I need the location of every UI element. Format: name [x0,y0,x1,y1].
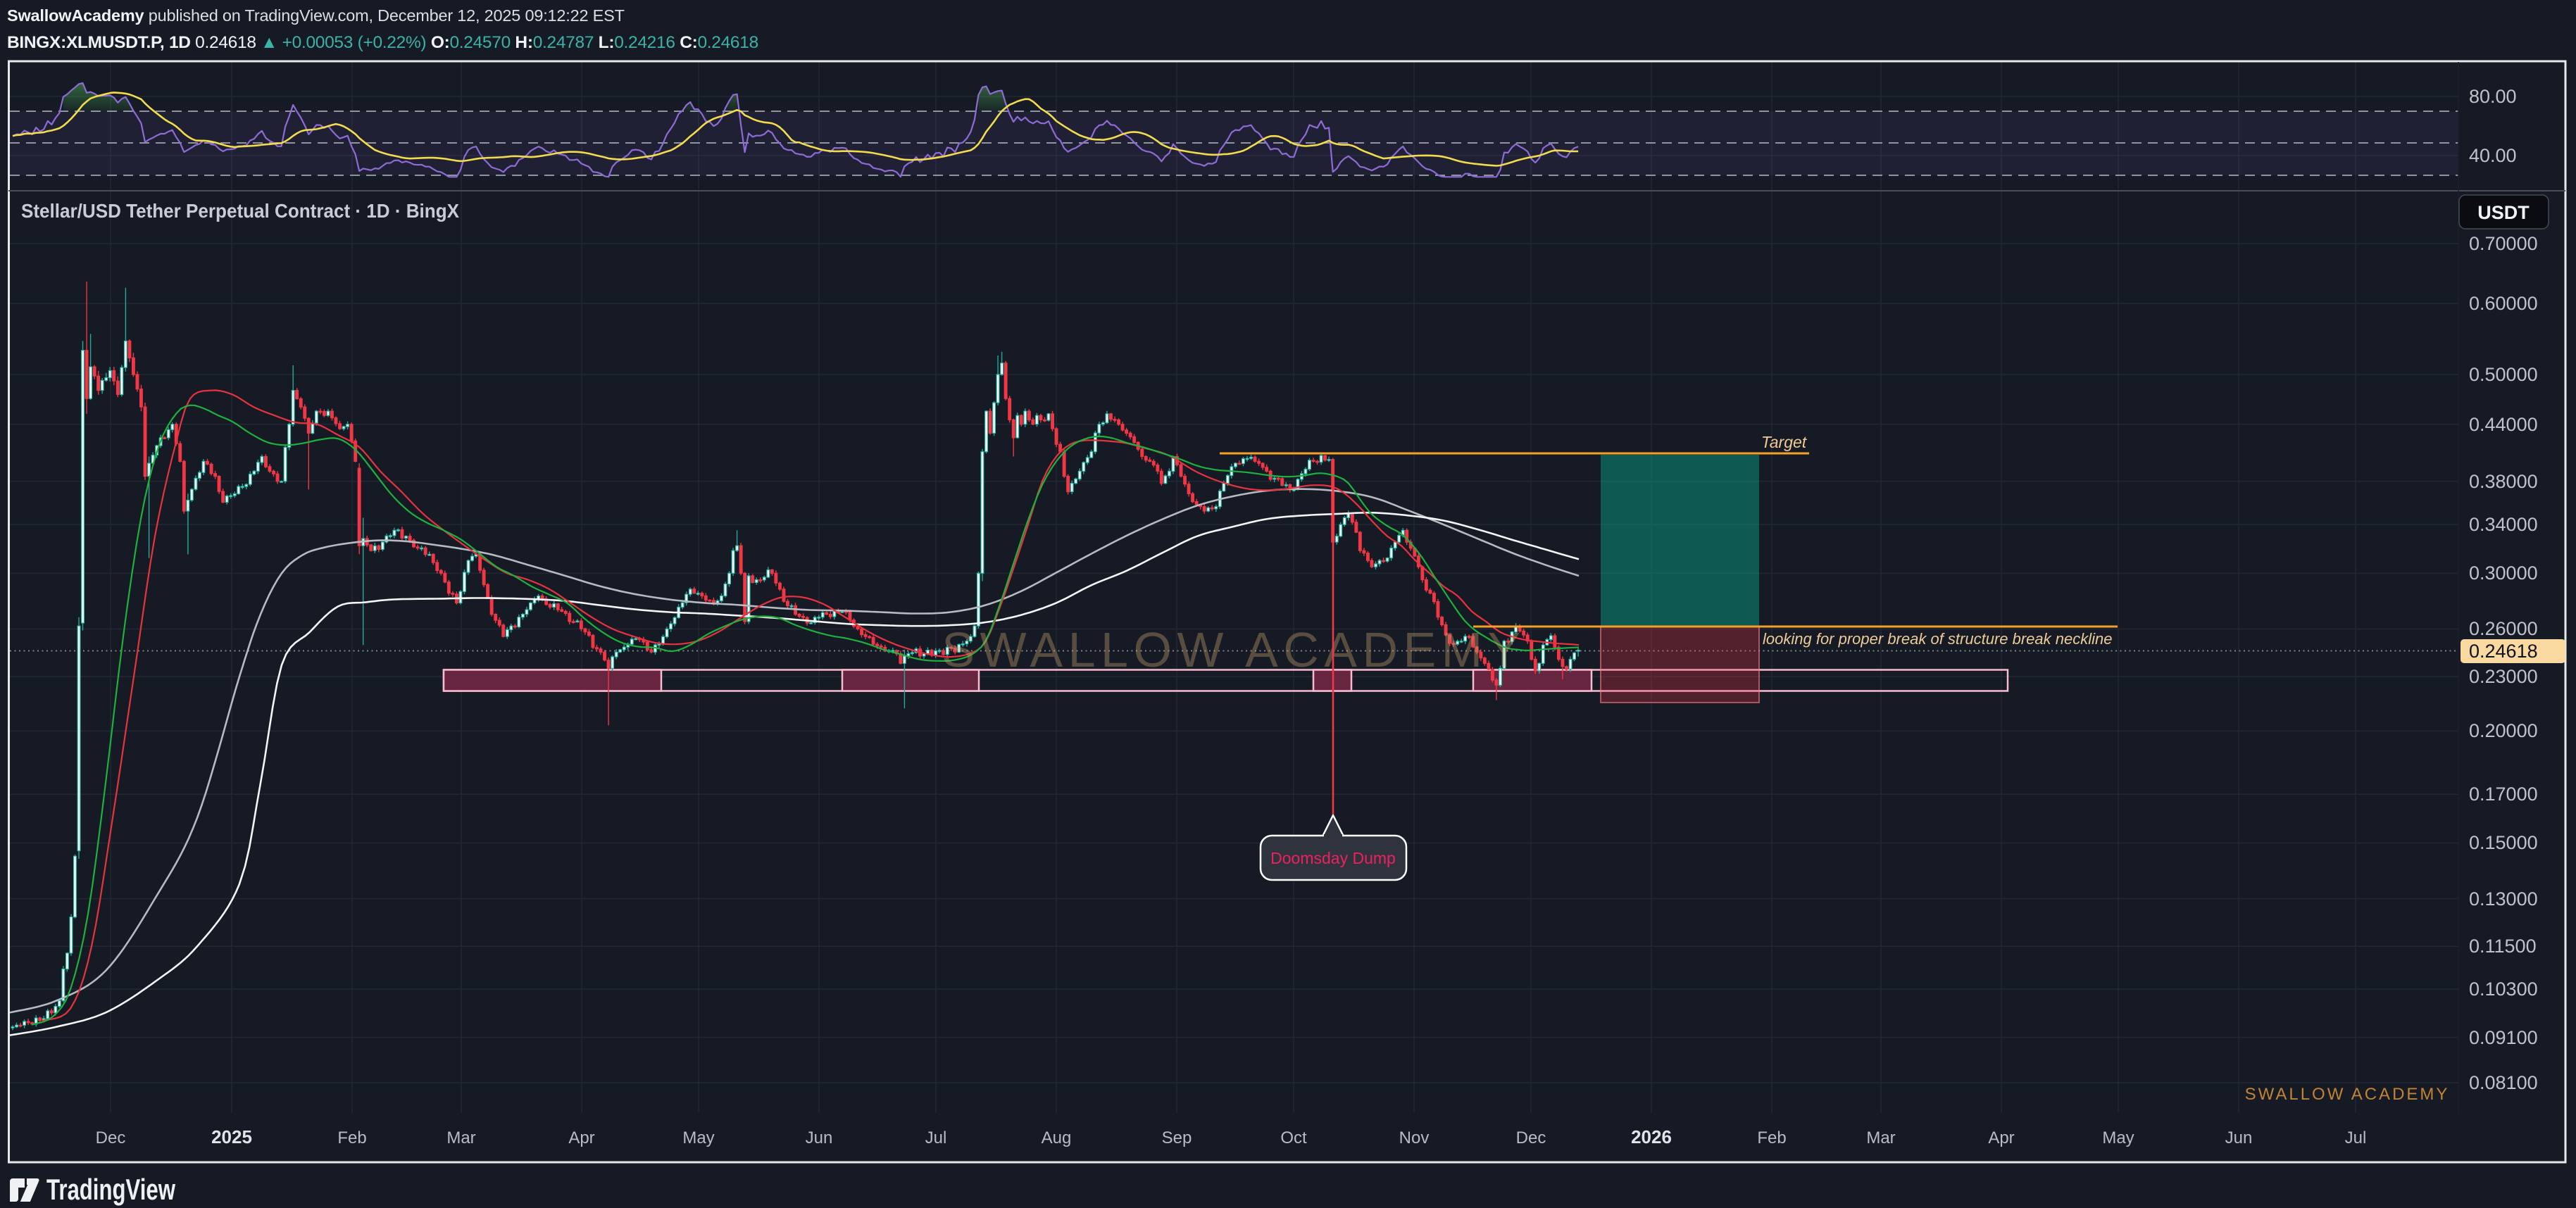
svg-text:0.20000: 0.20000 [2469,720,2538,741]
svg-text:Stellar/USD Tether Perpetual C: Stellar/USD Tether Perpetual Contract · … [21,200,459,222]
svg-text:Oct: Oct [1280,1128,1307,1147]
svg-text:Jun: Jun [806,1128,833,1147]
svg-text:May: May [682,1128,714,1147]
svg-text:looking for proper break of st: looking for proper break of structure br… [1763,630,2112,648]
svg-text:0.38000: 0.38000 [2469,471,2538,492]
svg-text:Aug: Aug [1042,1128,1072,1147]
svg-text:Feb: Feb [1757,1128,1786,1147]
svg-text:40.00: 40.00 [2469,145,2517,166]
svg-text:Feb: Feb [337,1128,366,1147]
svg-text:Doomsday Dump: Doomsday Dump [1270,849,1396,867]
svg-text:0.17000: 0.17000 [2469,784,2538,805]
svg-text:Mar: Mar [446,1128,475,1147]
svg-text:0.15000: 0.15000 [2469,832,2538,853]
svg-text:0.13000: 0.13000 [2469,888,2538,910]
svg-text:May: May [2102,1128,2134,1147]
svg-text:Target: Target [1761,433,1808,451]
svg-text:0.09100: 0.09100 [2469,1027,2538,1048]
svg-text:0.60000: 0.60000 [2469,293,2538,314]
svg-text:0.26000: 0.26000 [2469,618,2538,639]
svg-text:Jun: Jun [2225,1128,2253,1147]
svg-text:SWALLOW ACADEMY: SWALLOW ACADEMY [2245,1085,2450,1104]
svg-text:Apr: Apr [568,1128,594,1147]
svg-text:Jul: Jul [925,1128,947,1147]
svg-text:0.44000: 0.44000 [2469,414,2538,435]
svg-text:Sep: Sep [1162,1128,1192,1147]
svg-text:SwallowAcademy published on Tr: SwallowAcademy published on TradingView.… [7,6,625,25]
svg-text:Apr: Apr [1988,1128,2014,1147]
svg-text:Dec: Dec [1516,1128,1546,1147]
svg-text:SWALLOW ACADEMY: SWALLOW ACADEMY [942,622,1526,677]
svg-text:Dec: Dec [96,1128,126,1147]
svg-text:USDT: USDT [2477,202,2530,223]
svg-text:0.24618: 0.24618 [2469,641,2538,662]
svg-text:Nov: Nov [1399,1128,1430,1147]
svg-text:TradingView: TradingView [46,1173,175,1206]
svg-text:2025: 2025 [211,1126,252,1147]
svg-text:0.34000: 0.34000 [2469,514,2538,535]
svg-text:0.23000: 0.23000 [2469,666,2538,687]
svg-text:0.70000: 0.70000 [2469,233,2538,254]
svg-text:Mar: Mar [1866,1128,1895,1147]
svg-text:80.00: 80.00 [2469,86,2517,107]
svg-text:0.30000: 0.30000 [2469,562,2538,584]
svg-text:0.11500: 0.11500 [2469,936,2537,957]
svg-text:0.08100: 0.08100 [2469,1072,2538,1093]
svg-text:0.10300: 0.10300 [2469,979,2538,1000]
svg-text:Jul: Jul [2345,1128,2367,1147]
svg-text:2026: 2026 [1631,1126,1672,1147]
svg-text:0.50000: 0.50000 [2469,364,2538,385]
svg-text:BINGX:XLMUSDT.P, 1D 0.24618 ▲: BINGX:XLMUSDT.P, 1D 0.24618 ▲ +0.00053 (… [7,33,758,52]
